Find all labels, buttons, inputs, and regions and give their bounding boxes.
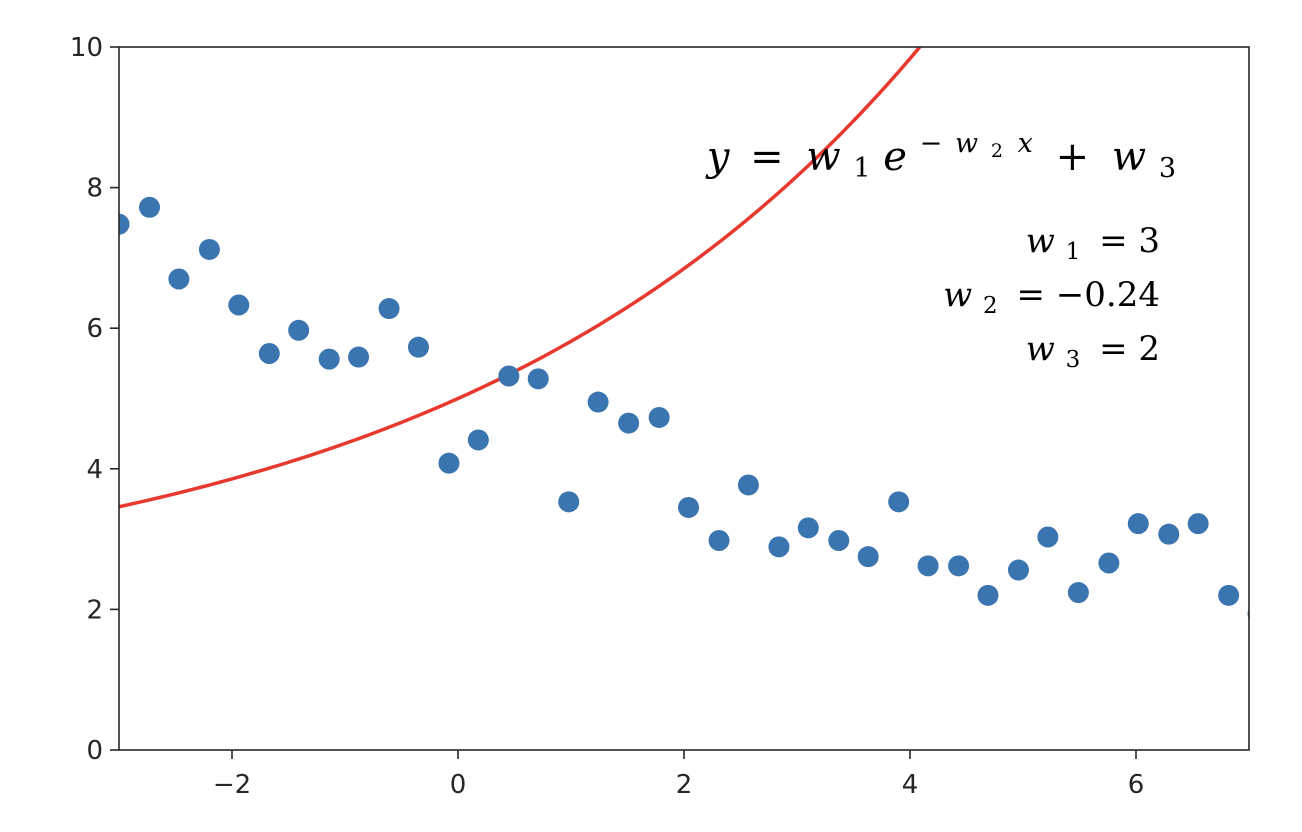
y-axis-ticks: 0 2 4 6 8 10 xyxy=(70,33,119,766)
scatter-point-28 xyxy=(948,555,970,577)
scatter-point-22 xyxy=(768,536,790,558)
eq-y: y xyxy=(705,134,731,180)
scatter-point-34 xyxy=(1127,513,1149,535)
scatter-point-16 xyxy=(587,391,609,413)
eq-exp-w: w xyxy=(955,128,978,159)
param-w1-value: = 3 xyxy=(1099,221,1160,261)
scatter-point-5 xyxy=(258,343,280,365)
scatter-point-27 xyxy=(917,555,939,577)
eq-exp-x: x xyxy=(1018,128,1033,159)
param-w2-value: = −0.24 xyxy=(1017,275,1161,315)
x-tick-label: 0 xyxy=(450,770,467,800)
scatter-point-7 xyxy=(318,348,340,370)
scatter-point-17 xyxy=(618,412,640,434)
y-tick-label: 4 xyxy=(86,455,103,485)
scatter-point-33 xyxy=(1098,552,1120,574)
scatter-point-0 xyxy=(119,213,130,235)
eq-equals: = xyxy=(750,134,784,180)
scatter-point-37 xyxy=(1218,584,1240,606)
eq-exp-sub: 2 xyxy=(991,140,1003,162)
scatter-point-8 xyxy=(348,346,370,368)
x-tick-label: 2 xyxy=(676,770,693,800)
scatter-point-38 xyxy=(1247,608,1249,619)
eq-exp-minus: − xyxy=(920,128,943,159)
scatter-point-6 xyxy=(288,319,310,341)
scatter-point-15 xyxy=(558,491,580,513)
scatter-point-2 xyxy=(168,268,190,290)
fit-curve xyxy=(119,47,923,509)
scatter-point-1 xyxy=(139,196,161,218)
param-w1-w: w xyxy=(1026,221,1055,261)
eq-w1-sub: 1 xyxy=(853,153,870,184)
scatter-point-23 xyxy=(797,517,819,539)
param-w2-sub: 2 xyxy=(983,293,998,319)
y-tick-label: 6 xyxy=(86,314,103,344)
x-tick-label: −2 xyxy=(213,770,251,800)
param-w1: w 1 = 3 xyxy=(1026,221,1160,268)
scatter-point-12 xyxy=(467,429,489,451)
scatter-point-30 xyxy=(1007,559,1029,581)
plot-area xyxy=(119,47,1249,619)
scatter-point-21 xyxy=(737,474,759,496)
x-tick-label: 4 xyxy=(902,770,919,800)
scatter-point-19 xyxy=(678,496,700,518)
y-tick-label: 2 xyxy=(86,595,103,625)
scatter-point-14 xyxy=(527,368,549,390)
y-tick-label: 8 xyxy=(86,174,103,204)
eq-plus: + xyxy=(1056,134,1090,180)
eq-w1: w xyxy=(806,134,840,180)
param-w2-w: w xyxy=(943,275,972,315)
scatter-point-18 xyxy=(648,406,670,428)
scatter-point-31 xyxy=(1037,526,1059,548)
x-tick-label: 6 xyxy=(1128,770,1145,800)
param-w3: w 3 = 2 xyxy=(1026,329,1160,376)
eq-e: e xyxy=(883,134,907,180)
eq-w3: w xyxy=(1112,134,1146,180)
scatter-point-32 xyxy=(1067,582,1089,604)
param-w3-w: w xyxy=(1026,329,1055,369)
scatter-point-35 xyxy=(1158,523,1180,545)
scatter-point-11 xyxy=(438,452,460,474)
scatter-point-36 xyxy=(1187,513,1209,535)
scatter-point-3 xyxy=(198,238,220,260)
scatter-point-13 xyxy=(498,365,520,387)
scatter-point-9 xyxy=(378,298,400,320)
eq-w3-sub: 3 xyxy=(1159,153,1176,184)
param-w2: w 2 = −0.24 xyxy=(943,275,1160,322)
scatter-point-25 xyxy=(857,546,879,568)
scatter-point-29 xyxy=(977,584,999,606)
equation-annotation: y = w 1 e − w 2 x + w 3 xyxy=(705,116,1176,187)
scatter-point-4 xyxy=(228,294,250,316)
y-tick-label: 10 xyxy=(70,33,103,63)
x-axis-ticks: −2 0 2 4 6 xyxy=(213,750,1144,800)
scatter-point-24 xyxy=(828,530,850,552)
y-tick-label: 0 xyxy=(86,736,103,766)
scatter-point-20 xyxy=(708,530,730,552)
scatter-point-10 xyxy=(407,336,429,358)
param-w3-value: = 2 xyxy=(1099,329,1160,369)
param-w1-sub: 1 xyxy=(1066,239,1081,265)
param-w3-sub: 3 xyxy=(1066,347,1081,373)
scatter-points xyxy=(119,196,1249,619)
scatter-point-26 xyxy=(888,491,910,513)
